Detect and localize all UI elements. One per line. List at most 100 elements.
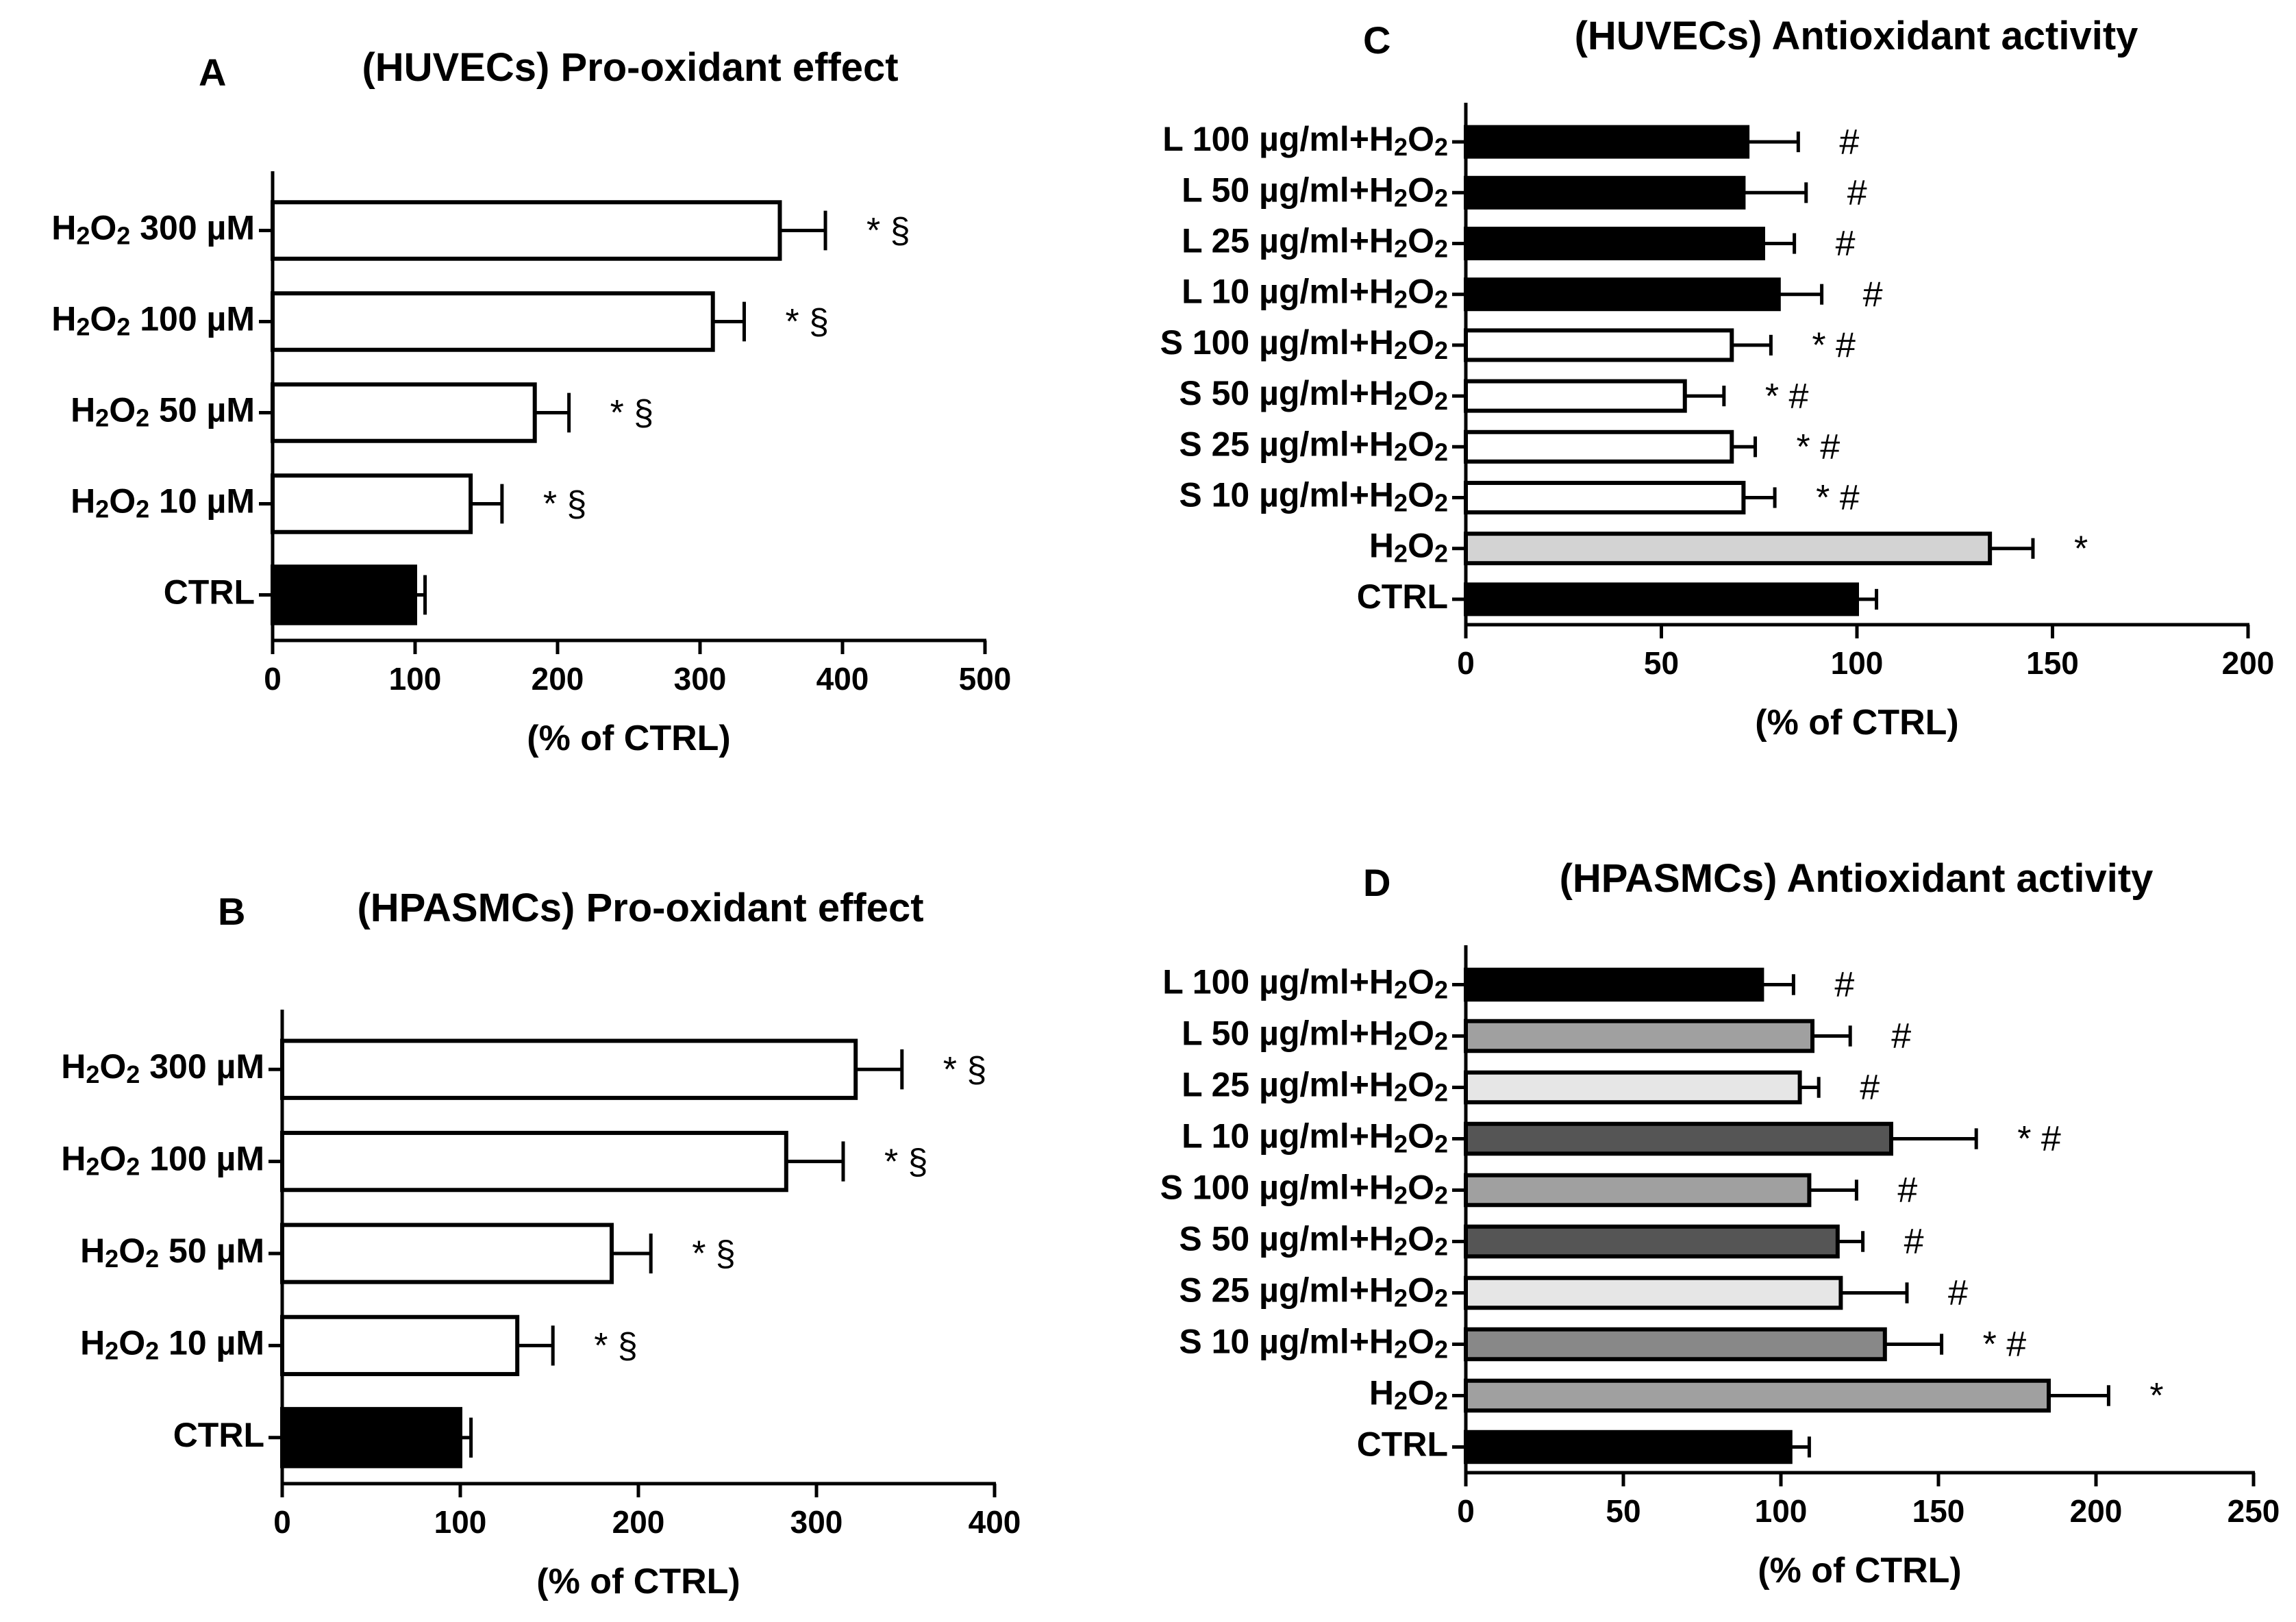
- significance-annotation: #: [1904, 1222, 1924, 1262]
- bar: [271, 291, 715, 352]
- significance-annotation: #: [1839, 123, 1859, 162]
- chart-title: (HPASMCs) Pro-oxidant effect: [357, 886, 923, 930]
- category-label: L 100 µg/ml+H2O2: [1162, 120, 1448, 160]
- panel-letter: D: [1363, 861, 1390, 904]
- x-tick-label: 0: [273, 1504, 291, 1540]
- panel-letter: C: [1363, 18, 1390, 62]
- panel-letter: B: [218, 890, 245, 933]
- bar: [1464, 175, 1746, 210]
- x-tick-label: 0: [264, 661, 282, 697]
- bar: [280, 1407, 462, 1469]
- x-axis-label: (% of CTRL): [536, 1562, 740, 1601]
- bar: [1464, 1070, 1802, 1105]
- x-tick-label: 300: [790, 1504, 843, 1540]
- x-tick-label: 100: [1831, 645, 1884, 681]
- category-label: H2O2 10 µM: [80, 1324, 264, 1364]
- significance-annotation: #: [1834, 965, 1854, 1005]
- x-tick-label: 200: [532, 661, 584, 697]
- category-label: S 10 µg/ml+H2O2: [1179, 476, 1448, 516]
- significance-annotation: * #: [1765, 377, 1809, 416]
- chart-title: (HUVECs) Pro-oxidant effect: [362, 45, 898, 90]
- panel-d-chart: D (HPASMCs) Antioxidant activity 0 50 100 150…: [1160, 856, 2280, 1590]
- category-label: CTRL: [164, 573, 255, 612]
- category-label: H2O2 50 µM: [71, 391, 255, 432]
- x-tick-label: 500: [959, 661, 1012, 697]
- bar: [1464, 1430, 1793, 1464]
- significance-annotation: #: [1860, 1068, 1880, 1108]
- significance-annotation: * #: [1816, 478, 1860, 518]
- panel-b-chart: B (HPASMCs) Pro-oxidant effect 0 100 200 300 4…: [61, 886, 1021, 1601]
- significance-annotation: #: [1863, 275, 1883, 314]
- bar: [1464, 532, 1993, 566]
- x-tick-label: 100: [434, 1504, 487, 1540]
- x-axis-label: (% of CTRL): [1758, 1551, 1961, 1590]
- x-tick-label: 400: [969, 1504, 1021, 1540]
- category-label: L 50 µg/ml+H2O2: [1182, 1014, 1448, 1055]
- category-label: S 50 µg/ml+H2O2: [1179, 1220, 1448, 1260]
- significance-annotation: * §: [594, 1326, 638, 1366]
- significance-annotation: #: [1897, 1171, 1917, 1210]
- bar: [1464, 1224, 1840, 1259]
- significance-annotation: #: [1891, 1016, 1911, 1056]
- x-tick-label: 300: [674, 661, 727, 697]
- bar: [1464, 277, 1781, 312]
- chart-title: (HUVECs) Antioxidant activity: [1575, 14, 2138, 58]
- bar: [1464, 1327, 1887, 1362]
- category-label: S 100 µg/ml+H2O2: [1160, 323, 1448, 364]
- category-label: S 50 µg/ml+H2O2: [1179, 374, 1448, 414]
- category-label: L 10 µg/ml+H2O2: [1182, 1117, 1448, 1158]
- category-label: S 100 µg/ml+H2O2: [1160, 1169, 1448, 1209]
- significance-annotation: * §: [610, 393, 654, 433]
- significance-annotation: * #: [2017, 1119, 2061, 1159]
- bar: [1464, 226, 1765, 261]
- category-label: H2O2: [1369, 527, 1448, 567]
- chart-title: (HPASMCs) Antioxidant activity: [1560, 856, 2154, 901]
- bar: [1464, 379, 1687, 413]
- x-tick-label: 150: [1912, 1493, 1965, 1529]
- significance-annotation: * §: [943, 1050, 987, 1090]
- x-tick-label: 150: [2026, 645, 2079, 681]
- significance-annotation: * #: [1983, 1325, 2027, 1364]
- category-label: H2O2 50 µM: [80, 1232, 264, 1272]
- significance-annotation: *: [2149, 1376, 2163, 1416]
- significance-annotation: * §: [692, 1234, 736, 1274]
- significance-annotation: #: [1836, 224, 1856, 264]
- bar: [1464, 1275, 1843, 1310]
- x-tick-label: 50: [1606, 1493, 1640, 1529]
- bar: [1464, 328, 1734, 362]
- bar: [271, 200, 782, 261]
- category-label: CTRL: [1357, 1425, 1448, 1464]
- bar: [1464, 1019, 1814, 1053]
- significance-annotation: * #: [1797, 427, 1840, 467]
- x-tick-label: 200: [612, 1504, 665, 1540]
- category-label: L 25 µg/ml+H2O2: [1182, 222, 1448, 262]
- bar: [1464, 1378, 2051, 1413]
- significance-annotation: #: [1847, 173, 1867, 213]
- category-label: H2O2 300 µM: [61, 1047, 264, 1088]
- panel-c-chart: C (HUVECs) Antioxidant activity 0 50 100 150 2…: [1160, 14, 2275, 743]
- bar: [1464, 429, 1734, 464]
- category-label: H2O2 300 µM: [51, 209, 255, 249]
- category-label: L 50 µg/ml+H2O2: [1182, 171, 1448, 212]
- bar: [271, 564, 417, 625]
- x-axis-label: (% of CTRL): [1755, 703, 1958, 743]
- panel-letter: A: [199, 51, 226, 94]
- category-label: H2O2: [1369, 1374, 1448, 1414]
- x-tick-label: 200: [2070, 1493, 2123, 1529]
- significance-annotation: * #: [1812, 326, 1856, 366]
- significance-annotation: *: [2074, 529, 2088, 569]
- significance-annotation: * §: [884, 1142, 928, 1182]
- x-tick-label: 100: [1755, 1493, 1808, 1529]
- significance-annotation: * §: [543, 484, 587, 524]
- bar: [1464, 1121, 1893, 1156]
- bar: [1464, 582, 1859, 616]
- category-label: S 10 µg/ml+H2O2: [1179, 1323, 1448, 1363]
- bar: [1464, 125, 1750, 159]
- x-tick-label: 50: [1644, 645, 1679, 681]
- bar: [280, 1130, 788, 1193]
- significance-annotation: #: [1948, 1273, 1968, 1313]
- category-label: S 25 µg/ml+H2O2: [1179, 1271, 1448, 1312]
- category-label: H2O2 100 µM: [61, 1140, 264, 1180]
- x-tick-label: 0: [1457, 1493, 1475, 1529]
